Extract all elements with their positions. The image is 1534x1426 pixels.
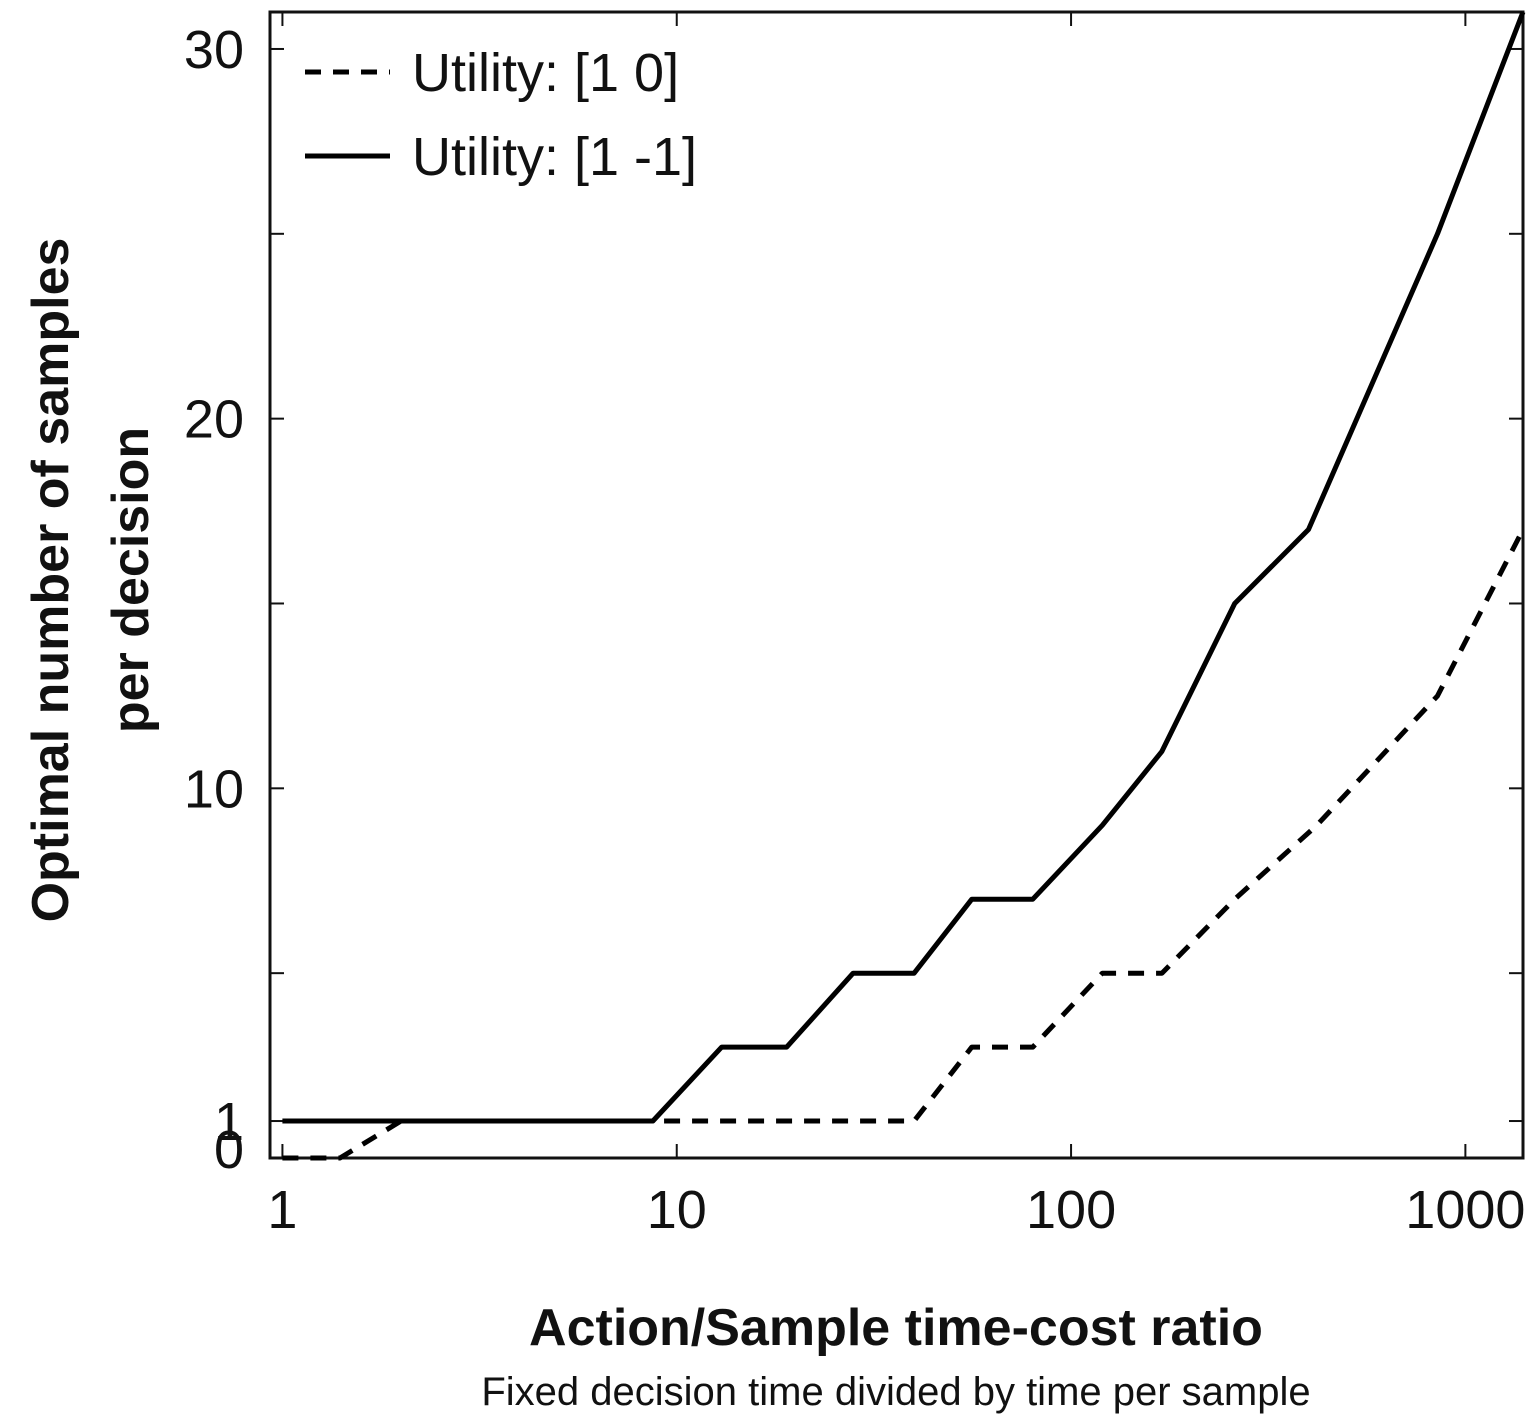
series-line-0 xyxy=(282,528,1526,1161)
x-tick-label: 100 xyxy=(1026,1180,1116,1240)
series-line-1 xyxy=(282,11,1526,1124)
y-axis-title-group: Optimal number of samples per decision xyxy=(22,238,160,923)
plot-frame xyxy=(268,10,1525,1160)
legend-label-1: Utility: [1 -1] xyxy=(412,127,697,187)
x-tick-label: 1 xyxy=(267,1180,297,1240)
x-axis-subtitle: Fixed decision time divided by time per … xyxy=(481,1370,1310,1414)
y-tick-label: 20 xyxy=(184,390,244,450)
y-tick-label: 1 xyxy=(214,1092,244,1152)
axis-ticks: 1 10 100 1000 01 10 20 30 xyxy=(184,12,1525,1240)
legend-label-0: Utility: [1 0] xyxy=(412,43,679,103)
y-tick-label: 30 xyxy=(184,20,244,80)
y-tick-label: 10 xyxy=(184,759,244,819)
x-tick-label: 1000 xyxy=(1405,1180,1525,1240)
y-axis-title-line-2: per decision xyxy=(102,427,160,733)
x-tick-label: 10 xyxy=(647,1180,707,1240)
y-axis-title-line-1: Optimal number of samples xyxy=(22,238,80,923)
x-axis-title: Action/Sample time-cost ratio xyxy=(529,1299,1263,1357)
y-tick-label: 0 xyxy=(214,1120,244,1180)
legend: Utility: [1 0] Utility: [1 -1] xyxy=(305,43,697,187)
series-layer xyxy=(282,11,1526,1161)
